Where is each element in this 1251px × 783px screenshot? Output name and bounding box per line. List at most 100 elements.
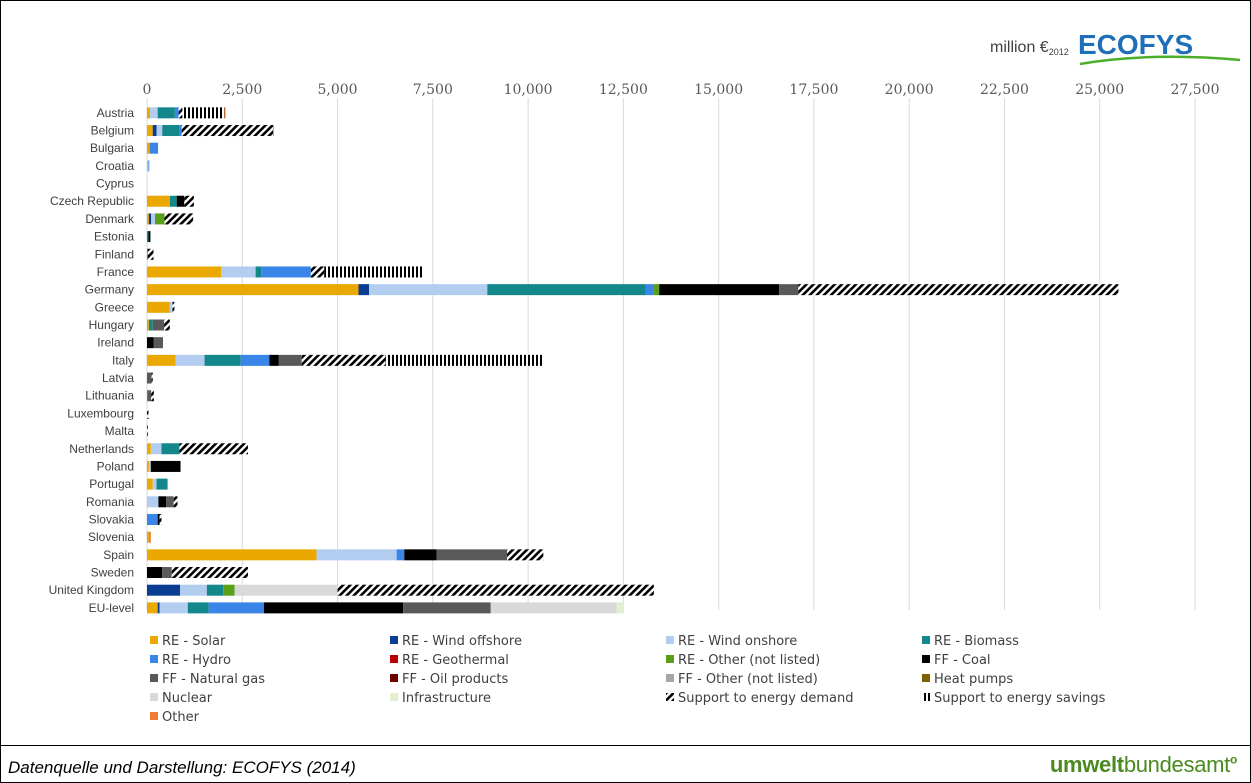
x-tick-label: 7,500 bbox=[413, 82, 453, 98]
bar-latvia-ff-natural-gas bbox=[147, 372, 152, 384]
bar-united-kingdom-support-to-energy-demand bbox=[337, 584, 654, 596]
bar-italy-support-to-energy-demand bbox=[301, 354, 386, 366]
bar-romania-ff-coal bbox=[158, 496, 167, 508]
category-label: United Kingdom bbox=[49, 583, 134, 597]
legend-swatch-re-wind-onshore bbox=[666, 636, 674, 644]
unit-subscript: 2012 bbox=[1049, 47, 1069, 57]
bar-eu-level-re-hydro bbox=[208, 602, 264, 614]
bar-romania-support-to-energy-demand bbox=[173, 496, 178, 508]
bar-malta-support-to-energy-demand bbox=[147, 425, 148, 437]
legend-swatch-ff-natural-gas bbox=[150, 674, 158, 682]
bar-hungary-re-biomass bbox=[148, 319, 153, 331]
gridlines bbox=[146, 98, 1196, 610]
bar-poland-ff-coal bbox=[150, 460, 181, 472]
legend-swatch-nuclear bbox=[150, 693, 158, 701]
legend-label-infrastructure: Infrastructure bbox=[402, 691, 491, 706]
category-label: Luxembourg bbox=[67, 406, 134, 420]
chart-header: million €2012 ECOFYS bbox=[990, 29, 1241, 66]
publisher-mark-icon: o bbox=[1229, 752, 1237, 767]
category-label: Croatia bbox=[95, 159, 134, 173]
bar-sweden-ff-natural-gas bbox=[162, 567, 172, 579]
bar-czech-republic-support-to-energy-demand bbox=[184, 195, 194, 207]
bar-slovakia-re-hydro bbox=[147, 513, 158, 525]
category-label: Poland bbox=[97, 459, 134, 473]
bar-germany-ff-coal bbox=[659, 284, 780, 296]
bar-italy-re-solar bbox=[147, 354, 176, 366]
bar-estonia-re-biomass bbox=[147, 231, 149, 243]
legend-swatch-re-hydro bbox=[150, 655, 158, 663]
x-tick-label: 0 bbox=[143, 82, 152, 98]
bar-greece-support-to-energy-demand bbox=[172, 301, 175, 313]
legend-swatch-ff-coal bbox=[922, 655, 930, 663]
legend-label-ff-coal: FF - Coal bbox=[934, 653, 991, 668]
category-label: Germany bbox=[85, 283, 134, 297]
bar-eu-level-re-biomass bbox=[187, 602, 209, 614]
bar-germany-re-other-not-listed bbox=[653, 284, 660, 296]
bar-germany-support-to-energy-demand bbox=[798, 284, 1119, 296]
category-label: Cyprus bbox=[96, 177, 134, 191]
bar-netherlands-support-to-energy-demand bbox=[179, 443, 248, 455]
category-label: EU-level bbox=[89, 601, 134, 615]
bar-spain-re-solar bbox=[147, 549, 317, 561]
category-label: Romania bbox=[86, 495, 134, 509]
bar-croatia-re-hydro bbox=[148, 160, 150, 172]
legend-swatch-ff-oil-products bbox=[390, 674, 398, 682]
category-label: Latvia bbox=[102, 371, 134, 385]
category-label: Spain bbox=[103, 548, 134, 562]
bar-italy-re-biomass bbox=[204, 354, 241, 366]
y-axis-labels: Austria Belgium Bulgaria Croatia Cyprus Czech… bbox=[49, 106, 135, 615]
bar-ireland-ff-coal bbox=[147, 337, 154, 349]
x-tick-label: 25,000 bbox=[1075, 82, 1124, 98]
bar-italy-re-hydro bbox=[240, 354, 270, 366]
bar-united-kingdom-nuclear bbox=[234, 584, 338, 596]
bar-austria-re-solar bbox=[147, 107, 151, 119]
category-label: Portugal bbox=[89, 477, 134, 491]
source-caption: Datenquelle und Darstellung: ECOFYS (201… bbox=[8, 758, 356, 777]
bar-germany-re-solar bbox=[147, 284, 359, 296]
bar-austria-support-to-energy-savings bbox=[182, 107, 225, 119]
bar-poland-re-wind-onshore bbox=[148, 460, 151, 472]
bar-united-kingdom-re-wind-onshore bbox=[180, 584, 207, 596]
legend-swatch-heat-pumps bbox=[922, 674, 930, 682]
unit-label: million €2012 bbox=[990, 39, 1069, 57]
bar-hungary-support-to-energy-demand bbox=[164, 319, 170, 331]
legend-swatch-support-to-energy-savings bbox=[922, 693, 930, 701]
legend-label-re-other-not-listed: RE - Other (not listed) bbox=[678, 653, 820, 668]
x-tick-label: 5,000 bbox=[317, 82, 357, 98]
bar-lithuania-ff-natural-gas bbox=[147, 390, 152, 402]
publisher-regular: bundesamt bbox=[1123, 752, 1230, 777]
bar-denmark-support-to-energy-demand bbox=[164, 213, 194, 225]
bar-bulgaria-re-solar bbox=[147, 142, 150, 154]
bar-slovakia-support-to-energy-demand bbox=[159, 513, 162, 525]
legend-label-support-to-energy-demand: Support to energy demand bbox=[678, 691, 854, 706]
ecofys-logo: ECOFYS bbox=[1078, 29, 1193, 60]
bar-eu-level-nuclear bbox=[490, 602, 617, 614]
footer-divider bbox=[0, 745, 1251, 746]
bar-spain-support-to-energy-demand bbox=[507, 549, 544, 561]
bar-united-kingdom-re-wind-offshore bbox=[147, 584, 181, 596]
bar-lithuania-re-solar bbox=[147, 390, 148, 402]
legend-label-support-to-energy-savings: Support to energy savings bbox=[934, 691, 1106, 706]
bar-spain-ff-coal bbox=[404, 549, 437, 561]
category-label: Estonia bbox=[94, 230, 134, 244]
bar-romania-ff-natural-gas bbox=[166, 496, 174, 508]
bar-austria-re-biomass bbox=[157, 107, 175, 119]
bar-germany-ff-natural-gas bbox=[779, 284, 799, 296]
category-label: Finland bbox=[95, 247, 134, 261]
legend-label-ff-natural-gas: FF - Natural gas bbox=[162, 672, 265, 687]
legend-swatch-re-biomass bbox=[922, 636, 930, 644]
bar-luxembourg-support-to-energy-demand bbox=[147, 407, 149, 419]
bar-france-re-wind-onshore bbox=[221, 266, 256, 278]
legend-swatch-re-other-not-listed bbox=[666, 655, 674, 663]
legend-swatch-ff-other-not-listed bbox=[666, 674, 674, 682]
category-label: Bulgaria bbox=[90, 141, 134, 155]
bar-france-re-biomass bbox=[255, 266, 262, 278]
bar-eu-level-ff-natural-gas bbox=[403, 602, 491, 614]
legend-swatch-support-to-energy-demand bbox=[666, 693, 674, 701]
bar-hungary-re-solar bbox=[147, 319, 149, 331]
bar-france-re-hydro bbox=[261, 266, 311, 278]
bar-france-re-solar bbox=[147, 266, 222, 278]
bar-belgium-support-to-energy-demand bbox=[181, 125, 274, 137]
category-label: Slovakia bbox=[89, 512, 135, 526]
category-label: Sweden bbox=[91, 566, 134, 580]
